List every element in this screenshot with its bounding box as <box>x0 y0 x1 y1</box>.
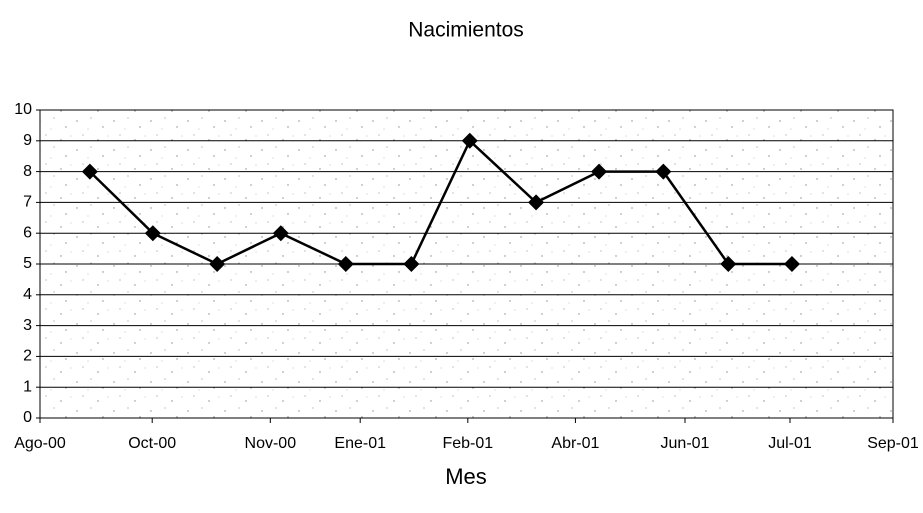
x-tick-label: Ene-01 <box>334 435 386 452</box>
x-tick-label: Oct-00 <box>128 435 176 452</box>
x-tick-label: Jul-01 <box>768 435 812 452</box>
chart-title: Nacimientos <box>408 19 524 42</box>
marker <box>81 163 98 180</box>
marker <box>783 256 800 272</box>
x-tick-label: Feb-01 <box>442 435 493 452</box>
marker <box>337 256 354 272</box>
y-tick-label: 6 <box>23 224 32 241</box>
marker <box>461 132 478 149</box>
marker <box>144 225 161 242</box>
line <box>88 138 792 266</box>
y-tick-label: 3 <box>23 317 32 334</box>
y-tick-label: 0 <box>23 409 32 426</box>
marker <box>528 194 545 211</box>
marker <box>209 256 226 272</box>
y-tick-label: 8 <box>23 163 32 180</box>
x-tick-label: Jun-01 <box>661 435 710 452</box>
x-tick-label: Nov-00 <box>245 435 297 452</box>
x-tick-label: Ago-00 <box>14 435 66 452</box>
marker <box>655 163 672 180</box>
y-tick-label: 7 <box>23 194 32 211</box>
marker <box>720 256 737 272</box>
y-tick-label: 1 <box>23 378 32 395</box>
y-tick-label: 9 <box>23 132 32 149</box>
marker <box>403 256 420 272</box>
x-axis-title: Mes <box>445 464 487 489</box>
marker <box>272 225 289 242</box>
x-tick-label: Abr-01 <box>551 435 599 452</box>
marker <box>591 163 608 180</box>
y-tick-label: 10 <box>14 101 32 118</box>
y-tick-label: 4 <box>23 286 32 303</box>
x-tick-label: Sep-01 <box>867 435 919 452</box>
y-tick-label: 2 <box>23 348 32 365</box>
y-tick-label: 5 <box>23 255 32 272</box>
